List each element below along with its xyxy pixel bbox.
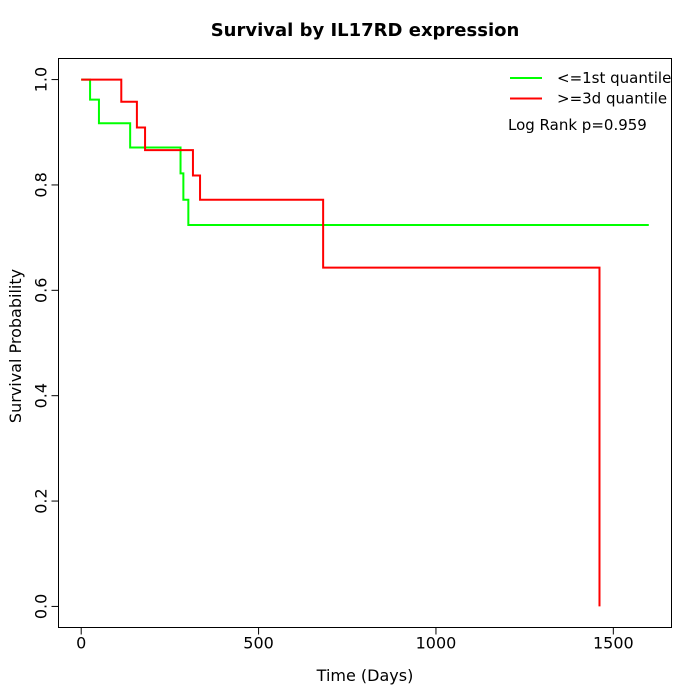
legend: <=1st quantile >=3d quantile Log Rank p=0.… — [508, 69, 671, 134]
x-tick-label: 0 — [76, 634, 86, 653]
x-tick-label: 1000 — [416, 634, 457, 653]
survival-curve-le-1st-quantile — [81, 78, 649, 226]
y-tick-label: 0.6 — [32, 278, 51, 303]
y-tick-label: 0.8 — [32, 172, 51, 197]
y-tick-label: 1.0 — [32, 67, 51, 92]
y-tick-label: 0.0 — [32, 594, 51, 619]
y-tick-label: 0.4 — [32, 383, 51, 408]
x-axis: 0 500 1000 1500 — [76, 627, 634, 653]
y-tick-label: 0.2 — [32, 488, 51, 513]
chart-title: Survival by IL17RD expression — [211, 20, 520, 41]
y-axis: 0.0 0.2 0.4 0.6 0.8 1.0 — [32, 67, 59, 619]
legend-label: <=1st quantile — [557, 69, 671, 87]
legend-label: >=3d quantile — [557, 90, 667, 108]
plot-box — [58, 58, 672, 628]
survival-curves — [81, 78, 649, 607]
y-axis-label: Survival Probability — [6, 269, 25, 423]
x-axis-label: Time (Days) — [316, 666, 414, 685]
x-tick-label: 500 — [243, 634, 274, 653]
survival-curve-ge-3d-quantile — [81, 78, 601, 607]
log-rank-annotation: Log Rank p=0.959 — [508, 116, 647, 134]
x-tick-label: 1500 — [593, 634, 634, 653]
